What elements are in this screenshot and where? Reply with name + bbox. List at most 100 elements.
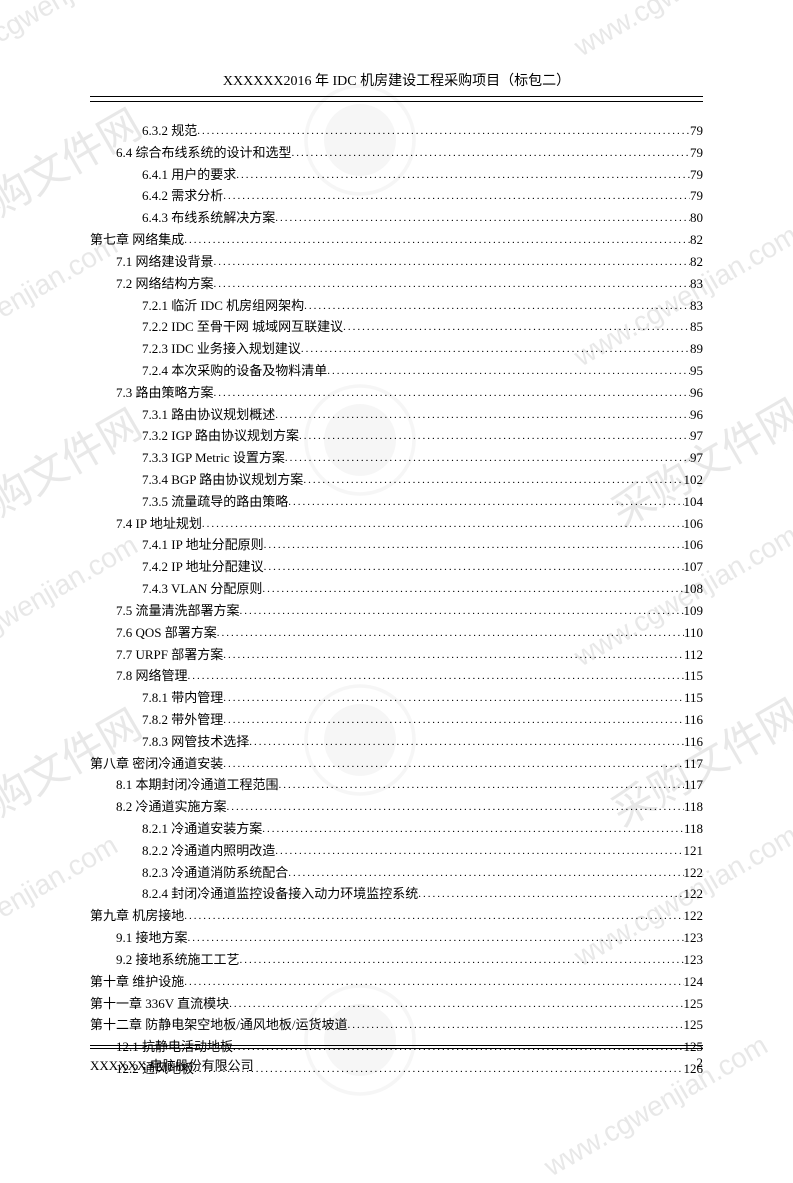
toc-entry: 8.2.4 封闭冷通道监控设备接入动力环境监控系统122 <box>90 883 703 905</box>
toc-label: 8.2.1 冷通道安装方案 <box>142 818 262 839</box>
toc-leader-dots <box>347 1017 683 1035</box>
toc-label: 7.3.3 IGP Metric 设置方案 <box>142 447 285 468</box>
toc-label: 7.4.2 IP 地址分配建议 <box>142 556 264 577</box>
toc-leader-dots <box>303 472 683 490</box>
toc-label: 第九章 机房接地 <box>90 905 184 926</box>
toc-label: 8.2.3 冷通道消防系统配合 <box>142 862 288 883</box>
toc-label: 8.2.2 冷通道内照明改造 <box>142 840 275 861</box>
toc-page-number: 115 <box>684 665 703 686</box>
toc-page-number: 124 <box>684 971 704 992</box>
toc-leader-dots <box>249 734 684 752</box>
toc-label: 7.3 路由策略方案 <box>116 382 214 403</box>
toc-page-number: 116 <box>684 731 703 752</box>
toc-leader-dots <box>227 799 684 817</box>
toc-label: 7.8 网络管理 <box>116 665 188 686</box>
toc-page-number: 122 <box>684 883 704 904</box>
toc-page-number: 89 <box>690 338 703 359</box>
toc-label: 6.4.3 布线系统解决方案 <box>142 207 275 228</box>
toc-entry: 6.4.3 布线系统解决方案 80 <box>90 207 703 229</box>
toc-label: 7.2.1 临沂 IDC 机房组网架构 <box>142 295 304 316</box>
toc-page-number: 79 <box>690 185 703 206</box>
toc-page-number: 80 <box>690 207 703 228</box>
toc-label: 6.4.2 需求分析 <box>142 185 223 206</box>
toc-label: 7.8.3 网管技术选择 <box>142 731 249 752</box>
toc-page-number: 79 <box>690 142 703 163</box>
toc-entry: 7.4.1 IP 地址分配原则106 <box>90 534 703 556</box>
toc-entry: 第十章 维护设施124 <box>90 971 703 993</box>
toc-page-number: 117 <box>684 753 703 774</box>
toc-leader-dots <box>214 385 690 403</box>
toc-entry: 7.3.3 IGP Metric 设置方案97 <box>90 447 703 469</box>
toc-label: 7.3.4 BGP 路由协议规划方案 <box>142 469 303 490</box>
toc-leader-dots <box>262 581 683 599</box>
toc-entry: 6.4 综合布线系统的设计和选型 79 <box>90 142 703 164</box>
toc-label: 7.2.2 IDC 至骨干网 城域网互联建议 <box>142 316 343 337</box>
toc-entry: 7.8 网络管理 115 <box>90 665 703 687</box>
toc-page-number: 116 <box>684 709 703 730</box>
toc-label: 6.3.2 规范 <box>142 120 197 141</box>
toc-label: 8.1 本期封闭冷通道工程范围 <box>116 774 279 795</box>
toc-page-number: 82 <box>690 251 703 272</box>
toc-label: 7.2.4 本次采购的设备及物料清单 <box>142 360 327 381</box>
toc-entry: 第十二章 防静电架空地板/通风地板/运货坡道125 <box>90 1014 703 1036</box>
toc-page-number: 112 <box>684 644 703 665</box>
toc-page-number: 122 <box>684 862 704 883</box>
toc-label: 7.5 流量清洗部署方案 <box>116 600 240 621</box>
toc-label: 6.4 综合布线系统的设计和选型 <box>116 142 292 163</box>
toc-entry: 6.4.2 需求分析 79 <box>90 185 703 207</box>
toc-page-number: 117 <box>684 774 703 795</box>
toc-page-number: 123 <box>684 949 704 970</box>
toc-leader-dots <box>188 930 684 948</box>
toc-label: 8.2 冷通道实施方案 <box>116 796 227 817</box>
toc-label: 7.6 QOS 部署方案 <box>116 622 217 643</box>
toc-leader-dots <box>229 996 683 1014</box>
toc-leader-dots <box>184 232 690 250</box>
toc-leader-dots <box>184 974 683 992</box>
toc-entry: 8.1 本期封闭冷通道工程范围 117 <box>90 774 703 796</box>
toc-page-number: 83 <box>690 295 703 316</box>
toc-leader-dots <box>299 428 690 446</box>
toc-leader-dots <box>264 537 684 555</box>
toc-leader-dots <box>202 516 684 534</box>
toc-label: 第八章 密闭冷通道安装 <box>90 753 223 774</box>
toc-page-number: 102 <box>684 469 704 490</box>
toc-page-number: 96 <box>690 382 703 403</box>
toc-page-number: 96 <box>690 404 703 425</box>
toc-page-number: 121 <box>684 840 704 861</box>
toc-leader-dots <box>240 603 684 621</box>
toc-label: 12.1 抗静电活动地板 <box>116 1036 233 1057</box>
toc-leader-dots <box>223 756 684 774</box>
toc-entry: 6.4.1 用户的要求79 <box>90 164 703 186</box>
toc-label: 7.2 网络结构方案 <box>116 273 214 294</box>
toc-leader-dots <box>288 494 683 512</box>
toc-page-number: 82 <box>690 229 703 250</box>
toc-leader-dots <box>240 952 684 970</box>
toc-page-number: 104 <box>684 491 704 512</box>
toc-page-number: 125 <box>684 993 704 1014</box>
toc-entry: 8.2.2 冷通道内照明改造 121 <box>90 840 703 862</box>
toc-leader-dots <box>236 167 690 185</box>
toc-leader-dots <box>418 886 683 904</box>
toc-leader-dots <box>223 712 684 730</box>
toc-leader-dots <box>292 145 690 163</box>
toc-leader-dots <box>301 341 690 359</box>
toc-leader-dots <box>217 625 684 643</box>
toc-leader-dots <box>304 298 690 316</box>
toc-leader-dots <box>327 363 690 381</box>
toc-entry: 6.3.2 规范79 <box>90 120 703 142</box>
toc-entry: 第十一章 336V 直流模块 125 <box>90 993 703 1015</box>
toc-page-number: 79 <box>690 164 703 185</box>
toc-page-number: 95 <box>690 360 703 381</box>
toc-page-number: 122 <box>684 905 704 926</box>
toc-label: 7.1 网络建设背景 <box>116 251 214 272</box>
toc-page-number: 106 <box>684 534 704 555</box>
toc-label: 第十一章 336V 直流模块 <box>90 993 229 1014</box>
toc-entry: 9.2 接地系统施工工艺123 <box>90 949 703 971</box>
toc-page-number: 118 <box>684 796 703 817</box>
toc-entry: 7.2.2 IDC 至骨干网 城域网互联建议85 <box>90 316 703 338</box>
toc-leader-dots <box>275 407 690 425</box>
toc-entry: 12.1 抗静电活动地板125 <box>90 1036 703 1058</box>
toc-leader-dots <box>194 1061 683 1079</box>
toc-label: 7.8.1 带内管理 <box>142 687 223 708</box>
toc-entry: 7.3.1 路由协议规划概述96 <box>90 404 703 426</box>
